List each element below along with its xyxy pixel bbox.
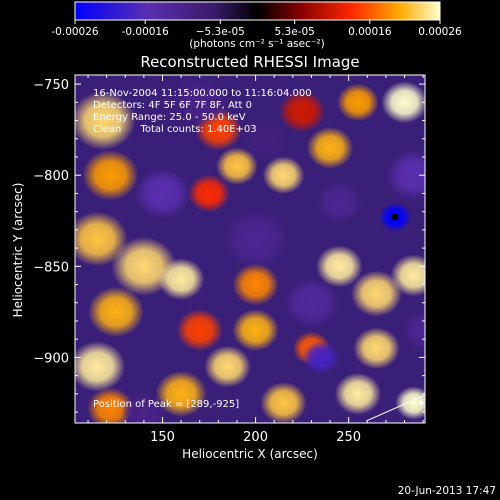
heatmap-blob (157, 258, 205, 301)
heatmap-blob (204, 345, 251, 388)
heatmap-blob (316, 181, 363, 224)
heatmap-blob (75, 211, 128, 267)
heatmap-blob (337, 83, 379, 122)
colorbar-tick-label: 0.00016 (348, 26, 392, 38)
heatmap-blob (241, 117, 289, 160)
colorbar-gradient (74, 1, 441, 21)
heatmap-blob (262, 156, 305, 195)
plot-area: 150 200 250 −750 −800 −850 −900 16-Nov-2004 1… (33, 74, 426, 445)
heatmap-blob (278, 90, 326, 133)
annotation-block: 16-Nov-2004 11:15:00.000 to 11:16:04.000… (93, 88, 312, 135)
colorbar-tick-label: 0.00026 (418, 26, 462, 38)
heatmap-blob (171, 77, 228, 128)
peak-marker (366, 394, 425, 422)
heatmap-blob (75, 91, 136, 150)
x-tick-label: 200 (243, 430, 268, 445)
colorbar-tick-label: 5.3e-05 (275, 26, 315, 38)
minimum-marker (392, 214, 399, 221)
heatmap-blob (402, 311, 425, 349)
heatmap-blob (134, 168, 191, 219)
heatmap-blob (316, 245, 363, 288)
heatmap-blob (82, 150, 139, 201)
colorbar-tick-label: -0.00026 (51, 26, 99, 38)
chart-title: Reconstructed RHESSI Image (140, 53, 359, 71)
peak-dot (419, 400, 424, 405)
heatmap-blob (306, 126, 354, 169)
heatmap-blob (232, 309, 279, 352)
heatmap-blob (216, 147, 258, 185)
y-tick-label: −750 (33, 78, 69, 93)
heatmap-blob (390, 254, 425, 297)
x-axis-ticks: 150 200 250 (87, 75, 424, 445)
heatmap-blob (350, 270, 403, 317)
x-axis-label: Heliocentric X (arcsec) (182, 447, 318, 461)
colorbar-ticks: -0.00026 -0.00016 −5.3e-05 5.3e-05 0.00016 0.… (51, 20, 462, 38)
heatmap-blob (155, 370, 207, 417)
heatmap-blob (283, 277, 340, 328)
heatmap-blob (353, 327, 400, 370)
colorbar: -0.00026 -0.00016 −5.3e-05 5.3e-05 0.00016 0.… (51, 1, 462, 50)
heatmap-blob (260, 382, 307, 423)
peak-line (366, 394, 425, 422)
x-tick-label: 150 (150, 430, 175, 445)
colorbar-tick-label: -0.00016 (122, 26, 170, 38)
peak-position-label: Position of Peak = [289,-925] (93, 399, 239, 410)
heatmap-blob (88, 286, 144, 337)
annotation-time: 16-Nov-2004 11:15:00.000 to 11:16:04.000 (93, 88, 312, 99)
heatmap-blob (188, 174, 230, 213)
annotation-detectors: Detectors: 4F 5F 6F 7F 8F, Att 0 (93, 100, 252, 111)
heatmap-blob (334, 372, 382, 415)
heatmap-blob (381, 81, 425, 124)
heatmap-blob (395, 386, 425, 420)
heatmap-blob (232, 263, 279, 306)
heatmap-blob (120, 391, 168, 423)
y-axis-ticks: −750 −800 −850 −900 (33, 78, 425, 413)
footer-date: 20-Jun-2013 17:47 (398, 485, 496, 497)
heatmap-blob (385, 150, 425, 201)
heatmap-blob (302, 340, 340, 375)
annotation-counts: Clean Total counts: 1.40E+03 (93, 124, 257, 135)
y-axis-label: Heliocentric Y (arcsec) (11, 183, 25, 318)
x-tick-label: 250 (336, 430, 361, 445)
annotation-energy: Energy Range: 25.0 - 50.0 keV (93, 112, 246, 123)
plot-frame (74, 74, 426, 424)
heatmap-blob (223, 209, 289, 269)
y-tick-label: −800 (33, 169, 69, 184)
heatmap-field (75, 77, 425, 423)
y-tick-label: −900 (33, 351, 69, 366)
y-tick-label: −850 (33, 260, 69, 275)
heatmap-blob (176, 309, 224, 352)
heatmap-blob (75, 341, 126, 392)
colorbar-tick-label: −5.3e-05 (196, 26, 245, 38)
colorbar-unit-label: (photons cm⁻² s⁻¹ asec⁻²) (189, 38, 324, 50)
